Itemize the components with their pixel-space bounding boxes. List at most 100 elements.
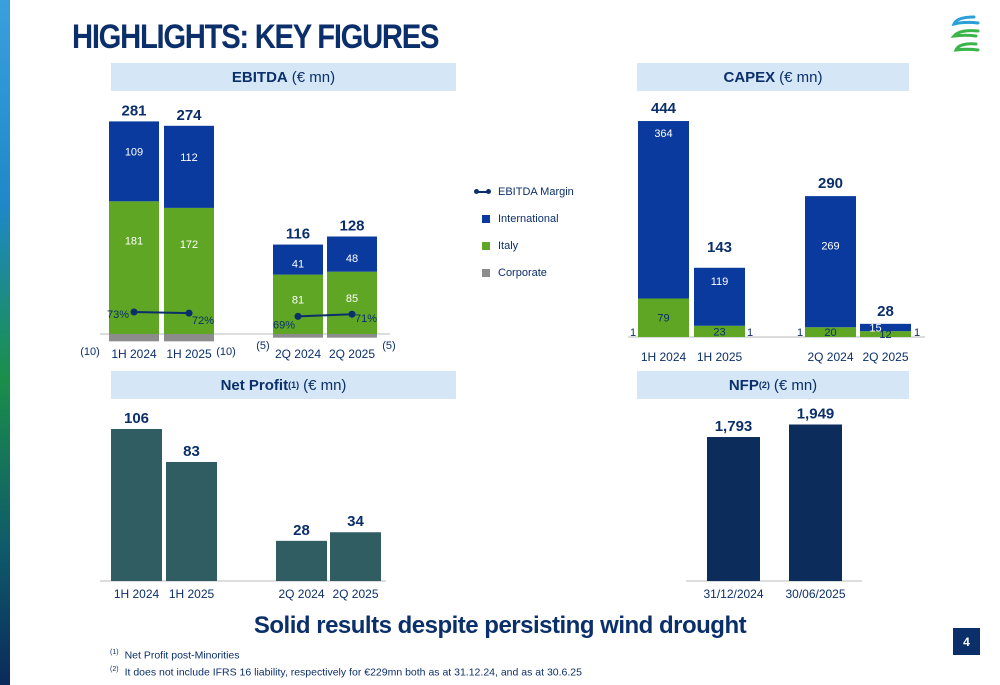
nfp-unit-text: (€ mn) <box>773 376 818 394</box>
ebitda-bar-international <box>164 125 214 208</box>
nfp-footnote-mark: (2) <box>758 380 770 390</box>
capex-bar-international <box>638 121 689 299</box>
ebitda-margin-point <box>294 312 302 320</box>
ebitda-total-label: 281 <box>121 102 146 119</box>
ebitda-international-value: 109 <box>125 146 143 158</box>
ebitda-italy-value: 172 <box>180 239 198 251</box>
ebitda-italy-value: 85 <box>346 293 358 305</box>
net-profit-value-label: 28 <box>293 522 310 539</box>
ebitda-total-label: 274 <box>176 107 202 124</box>
ebitda-x-tick-label: 1H 2025 <box>166 347 212 361</box>
net-profit-bar <box>111 428 162 581</box>
capex-bar-international <box>860 323 911 332</box>
footnote-1: (1) Net Profit post-Minorities <box>110 646 582 663</box>
footnote-2: (2) It does not include IFRS 16 liability… <box>110 663 582 680</box>
square-swatch-icon <box>482 268 490 277</box>
net-profit-value-label: 83 <box>183 443 200 460</box>
page-number: 4 <box>953 628 980 655</box>
chart-legend: EBITDA Margin International Italy Corpor… <box>474 178 574 286</box>
nfp-label-text: NFP <box>728 376 759 394</box>
legend-item-ebitda-margin: EBITDA Margin <box>474 178 574 205</box>
ebitda-margin-label: 71% <box>355 313 377 325</box>
capex-label-text: CAPEX <box>723 68 776 86</box>
ebitda-margin-label: 72% <box>192 315 214 327</box>
capex-total-label: 290 <box>818 175 843 192</box>
line-marker-icon <box>474 188 491 194</box>
ebitda-italy-value: 81 <box>292 294 304 306</box>
capex-unit-text: (€ mn) <box>779 68 823 86</box>
page-title: HIGHLIGHTS: KEY FIGURES <box>72 18 439 56</box>
capex-x-tick-label: 2Q 2024 <box>807 350 853 364</box>
ebitda-bar-corporate <box>327 334 377 338</box>
ebitda-italy-value: 181 <box>125 236 143 248</box>
ebitda-corporate-label: (5) <box>382 340 395 352</box>
ebitda-x-tick-label: 1H 2024 <box>111 347 157 361</box>
capex-corporate-value: 1 <box>797 327 803 339</box>
ebitda-margin-label: 73% <box>107 309 129 321</box>
nfp-value-label: 1,949 <box>797 405 835 422</box>
net-profit-unit-text: (€ mn) <box>303 376 347 394</box>
net-profit-x-tick-label: 1H 2025 <box>169 587 215 601</box>
ebitda-bar-italy <box>327 271 377 334</box>
legend-label: EBITDA Margin <box>498 185 574 198</box>
net-profit-x-tick-label: 2Q 2025 <box>332 587 378 601</box>
legend-label: International <box>498 212 559 225</box>
capex-x-tick-label: 1H 2025 <box>697 350 743 364</box>
capex-corporate-value: 1 <box>630 327 636 339</box>
ebitda-total-label: 128 <box>339 217 364 234</box>
ebitda-bar-international <box>273 244 323 275</box>
capex-bar-international <box>694 267 745 326</box>
capex-italy-value: 20 <box>824 327 836 339</box>
square-swatch-icon <box>482 241 490 250</box>
ebitda-bar-italy <box>273 274 323 334</box>
footnote-mark: (1) <box>110 649 119 656</box>
ebitda-margin-point <box>185 309 193 317</box>
capex-x-tick-label: 2Q 2025 <box>862 350 908 364</box>
ebitda-margin-label: 69% <box>273 319 295 331</box>
capex-total-label: 444 <box>651 100 677 117</box>
net-profit-bar <box>166 461 217 581</box>
net-profit-value-label: 34 <box>347 513 364 530</box>
capex-bar-italy <box>805 327 856 337</box>
ebitda-x-tick-label: 2Q 2024 <box>275 347 321 361</box>
ebitda-label-text: EBITDA <box>231 68 288 86</box>
ebitda-international-value: 41 <box>292 259 304 271</box>
ebitda-bar-corporate <box>164 334 214 342</box>
capex-corporate-value: 1 <box>914 327 920 339</box>
net-profit-section-label: Net Profit (1) (€ mn) <box>111 371 456 399</box>
legend-item-corporate: Corporate <box>475 259 574 286</box>
capex-italy-value: 23 <box>713 326 725 338</box>
nfp-x-tick-label: 30/06/2025 <box>785 587 845 601</box>
net-profit-label-text: Net Profit <box>220 376 289 394</box>
ebitda-margin-point <box>348 310 356 318</box>
capex-bar-international <box>805 196 856 328</box>
ebitda-international-value: 48 <box>346 253 358 265</box>
company-logo <box>950 15 980 52</box>
ebitda-margin-line <box>297 313 353 318</box>
nfp-bar <box>707 437 760 581</box>
legend-label: Corporate <box>498 266 547 279</box>
capex-total-label: 28 <box>877 303 894 320</box>
ebitda-international-value: 112 <box>180 152 198 164</box>
ebitda-margin-line <box>133 311 190 315</box>
ebitda-bar-international <box>109 121 159 202</box>
capex-bar-italy <box>694 325 745 337</box>
capex-corporate-value: 1 <box>747 327 753 339</box>
capex-x-tick-label: 1H 2024 <box>641 350 687 364</box>
nfp-section-label: NFP (2) (€ mn) <box>637 371 909 399</box>
nfp-x-tick-label: 31/12/2024 <box>703 587 763 601</box>
capex-bar-italy <box>638 298 689 337</box>
capex-total-label: 143 <box>707 239 732 256</box>
capex-bar-italy <box>860 331 911 337</box>
capex-international-value: 119 <box>711 276 729 288</box>
ebitda-bar-corporate <box>109 334 159 342</box>
footnote-text: It does not include IFRS 16 liability, r… <box>124 666 582 678</box>
net-profit-footnote-mark: (1) <box>288 380 300 390</box>
ebitda-corporate-label: (10) <box>216 346 236 358</box>
nfp-value-label: 1,793 <box>715 418 753 435</box>
capex-international-value: 269 <box>821 241 839 253</box>
capex-international-value: 15 <box>869 322 881 334</box>
side-gradient-bar <box>0 0 10 685</box>
ebitda-corporate-label: (5) <box>256 340 269 352</box>
